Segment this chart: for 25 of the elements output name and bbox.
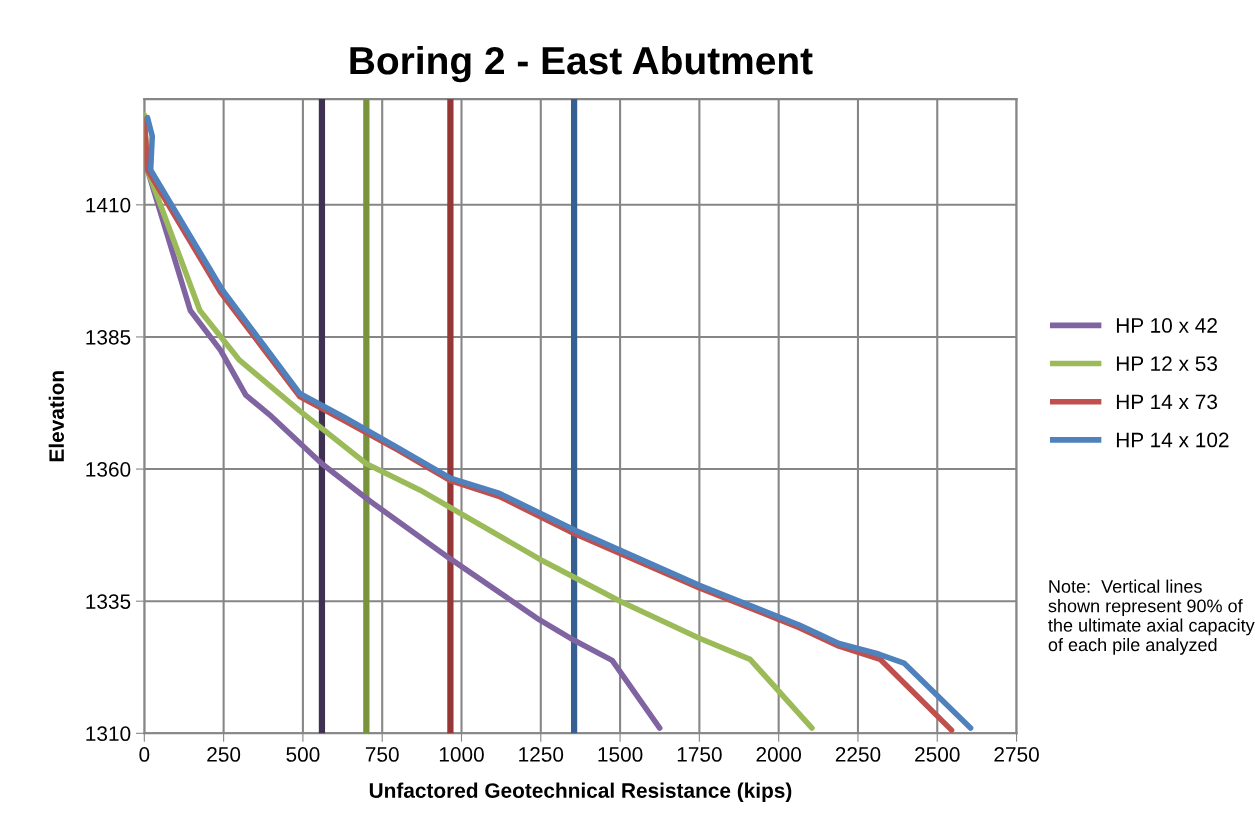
x-tick-label: 2750	[994, 747, 1039, 762]
x-tick-label: 1750	[677, 747, 722, 762]
text: Note: Vertical lines shown represent 90% of the ultimate axial capacity of each pile analyzed	[1048, 579, 1255, 655]
x-tick-label: 2500	[915, 747, 960, 762]
legend-label: HP 14 x 102	[1116, 432, 1229, 448]
x-tick-label: 1000	[439, 747, 484, 762]
x-axis-title: Unfactored Geotechnical Resistance (kips)	[369, 782, 792, 803]
x-tick-label: 500	[286, 747, 320, 762]
x-tick-label: 250	[207, 747, 241, 762]
x-tick-label: 2250	[835, 747, 881, 762]
x-tick-label: 1250	[519, 747, 564, 762]
x-tick-label: 0	[139, 747, 150, 762]
legend-label: HP 14 x 73	[1116, 394, 1218, 410]
y-tick-label: 1310	[86, 726, 131, 742]
x-tick-label: 1500	[598, 747, 643, 762]
y-axis-title: Elevation	[48, 371, 64, 462]
legend-label: HP 12 x 53	[1116, 356, 1218, 372]
y-tick-label: 1360	[86, 462, 131, 477]
x-tick-label: 2000	[756, 747, 802, 762]
y-tick-label: 1385	[86, 329, 131, 345]
y-tick-label: 1335	[86, 594, 131, 609]
y-tick-label: 1410	[86, 197, 131, 213]
chart-title: Boring 2 - East Abutment	[350, 45, 813, 83]
x-tick-label: 750	[365, 747, 399, 762]
legend-label: HP 10 x 42	[1116, 318, 1217, 333]
